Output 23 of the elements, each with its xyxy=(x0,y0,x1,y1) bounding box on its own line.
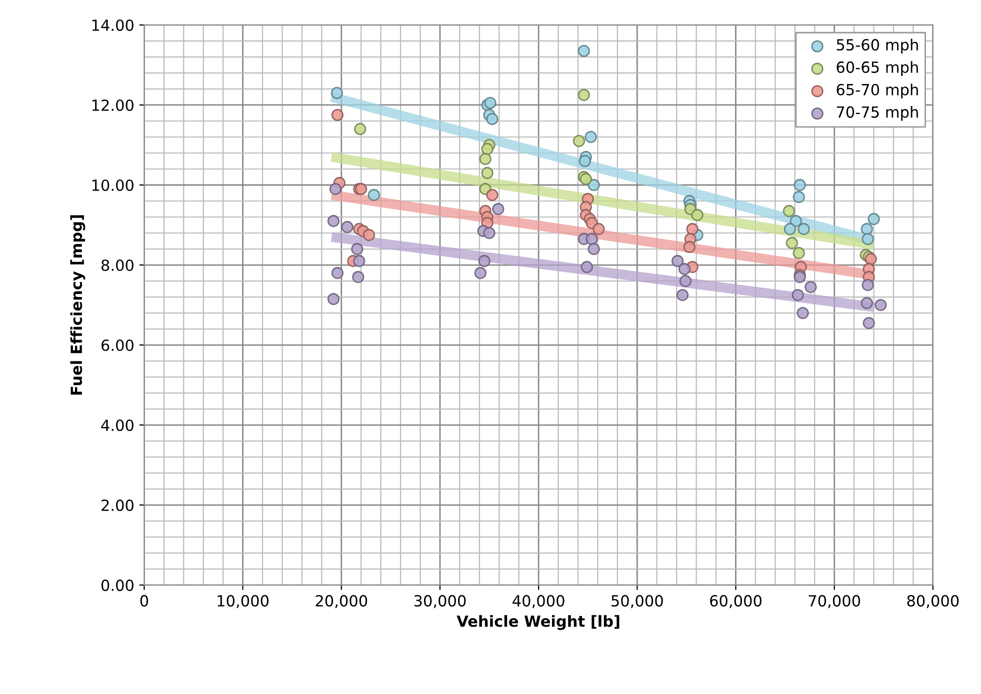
y-axis-title: Fuel Efficiency [mpg] xyxy=(70,215,86,395)
y-tick-label: 0.00 xyxy=(101,580,134,592)
x-tick-label: 20,000 xyxy=(316,595,368,608)
y-tick-label: 12.00 xyxy=(92,99,134,112)
legend-label: 55-60 mph xyxy=(836,38,918,54)
y-tick-label: 4.00 xyxy=(101,419,134,432)
x-tick-label: 0 xyxy=(140,595,148,607)
legend-label: 60-65 mph xyxy=(836,61,918,76)
y-tick-label: 2.00 xyxy=(102,500,134,512)
x-tick-label: 30,000 xyxy=(414,595,466,608)
x-tick-label: 80,000 xyxy=(907,595,959,608)
y-tick-label: 6.00 xyxy=(102,339,134,352)
x-tick-label: 10,000 xyxy=(218,595,269,608)
y-tick-label: 8.00 xyxy=(102,259,134,272)
y-tick-label: 10.00 xyxy=(92,179,134,192)
x-tick-label: 60,000 xyxy=(710,595,762,608)
x-tick-label: 40,000 xyxy=(512,595,564,608)
x-tick-label: 50,000 xyxy=(612,595,663,608)
y-tick-label: 14.00 xyxy=(92,19,134,32)
legend-label: 65-70 mph xyxy=(836,84,918,98)
x-tick-label: 70,000 xyxy=(808,595,860,608)
legend-label: 70-75 mph xyxy=(836,106,918,121)
x-axis-title: Vehicle Weight [lb] xyxy=(456,615,620,630)
